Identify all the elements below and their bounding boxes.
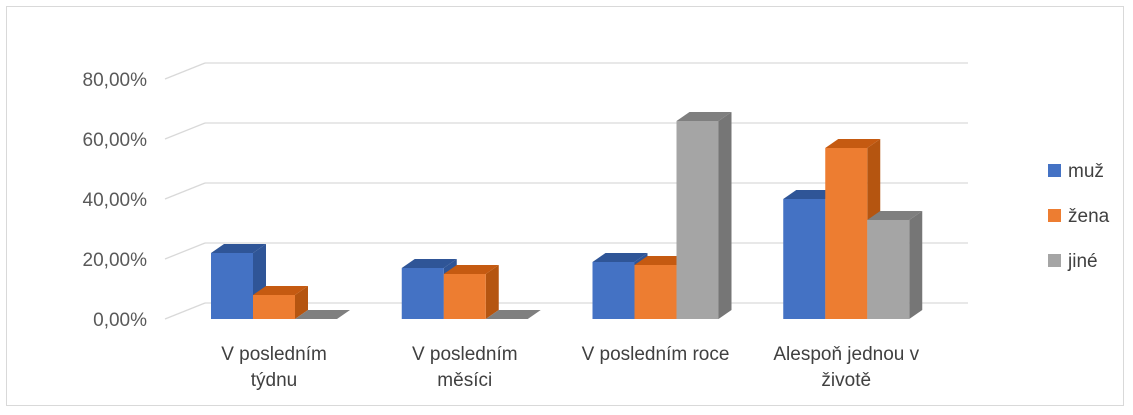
legend-swatch (1048, 164, 1061, 177)
bar-top (295, 310, 350, 319)
legend-label: jiné (1067, 251, 1098, 272)
x-category-label-line: V posledním (412, 344, 518, 365)
bar-top (634, 256, 690, 265)
gridline-depth (164, 302, 206, 320)
legend-label: žena (1068, 206, 1110, 227)
chart-frame (6, 6, 1124, 406)
bar (211, 253, 253, 319)
bar (825, 148, 868, 319)
bar-top (401, 259, 457, 268)
x-category-label-line: Alespoň jednou v (773, 344, 919, 365)
bar (443, 274, 486, 319)
bar (253, 295, 295, 319)
x-category-label-line: měsíci (437, 370, 492, 391)
x-category-label-line: týdnu (251, 370, 297, 391)
bar-top (592, 253, 648, 262)
bar-top (867, 211, 923, 220)
legend-swatch (1048, 209, 1061, 222)
x-category-label: V posledním měsíci (412, 344, 518, 391)
bar-top (825, 139, 881, 148)
x-category-label-line: V posledním roce (582, 344, 730, 365)
bar-side (909, 211, 923, 319)
bar-top (443, 265, 499, 274)
gridline-depth (164, 122, 206, 140)
bar-top (211, 244, 266, 253)
y-tick-label: 60,00% (83, 130, 148, 151)
bar-top (485, 310, 541, 319)
y-tick-label: 40,00% (83, 190, 148, 211)
bar (592, 262, 635, 319)
bar-top (783, 190, 839, 199)
legend: muž žena jiné (1048, 161, 1110, 272)
bar-side (718, 112, 732, 319)
gridline-depth (164, 62, 206, 80)
y-tick-label: 80,00% (83, 70, 148, 91)
bar (401, 268, 444, 319)
bar-top (676, 112, 732, 121)
x-category-label: V posledním týdnu (221, 344, 327, 391)
y-axis-tick-labels: 0,00% 20,00% 40,00% 60,00% 80,00% (83, 70, 148, 331)
bar-top (253, 286, 308, 295)
bar-side (485, 265, 499, 319)
legend-label: muž (1068, 161, 1104, 182)
bar (634, 265, 677, 319)
bars (211, 112, 923, 319)
y-tick-label: 0,00% (93, 310, 147, 331)
gridline-depth (164, 182, 206, 200)
bar (676, 121, 719, 319)
x-category-label: Alespoň jednou v životě (773, 344, 919, 391)
x-category-label-line: V posledním (221, 344, 327, 365)
bar (783, 199, 826, 319)
x-category-label: V posledním roce (582, 344, 730, 365)
legend-swatch (1048, 254, 1061, 267)
gridline-depth (164, 242, 206, 260)
bar-side (295, 286, 308, 319)
y-tick-label: 20,00% (83, 250, 148, 271)
bar (867, 220, 910, 319)
x-category-label-line: životě (821, 370, 871, 391)
